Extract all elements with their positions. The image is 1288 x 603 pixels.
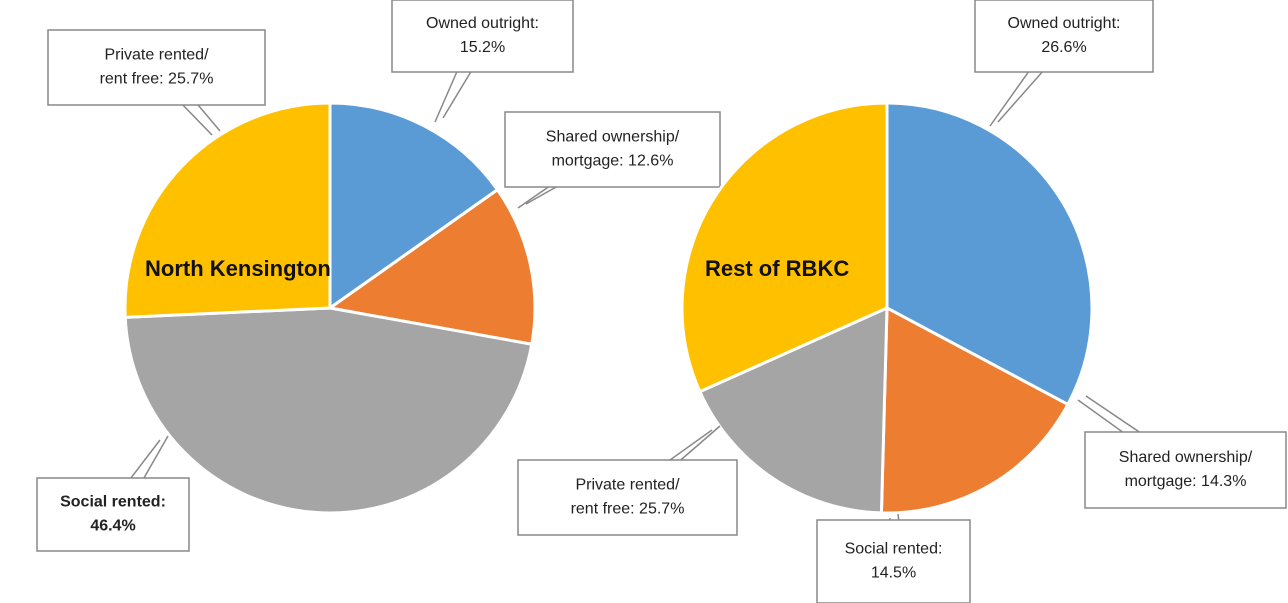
- label-box: [36, 477, 190, 552]
- data-label: 15.2%: [460, 39, 505, 56]
- data-label: Social rented:: [845, 541, 943, 558]
- data-label: Social rented:: [60, 494, 166, 511]
- data-label: 14.5%: [871, 565, 916, 582]
- data-label: Private rented/: [575, 477, 680, 494]
- data-label: 46.4%: [90, 518, 135, 535]
- chart-title: North Kensington: [145, 256, 331, 281]
- data-label: Private rented/: [104, 47, 209, 64]
- label-box: [517, 459, 738, 536]
- pie-slice: [680, 101, 889, 394]
- data-label: Shared ownership/: [546, 129, 680, 146]
- label-box: [816, 519, 971, 603]
- data-label: 26.6%: [1041, 39, 1086, 56]
- chart-title: Rest of RBKC: [705, 256, 849, 281]
- data-label: Shared ownership/: [1119, 449, 1253, 466]
- label-box: [504, 111, 721, 188]
- label-box: [974, 0, 1154, 73]
- data-label: rent free: 25.7%: [571, 501, 685, 518]
- pie-slice: [326, 187, 537, 346]
- pie-slice: [123, 101, 332, 319]
- pie-slice: [328, 101, 500, 311]
- data-label: Owned outright:: [426, 15, 539, 32]
- label-box: [1084, 431, 1287, 509]
- data-label: rent free: 25.7%: [100, 71, 214, 88]
- pie-slice: [885, 101, 1094, 407]
- data-label: mortgage: 14.3%: [1125, 473, 1247, 490]
- pie-slice: [697, 305, 889, 515]
- pie-slice: [879, 305, 1070, 515]
- label-box: [47, 29, 266, 106]
- data-label: mortgage: 12.6%: [552, 153, 674, 170]
- pie-slice: [123, 306, 534, 515]
- label-box: [391, 0, 574, 73]
- data-label: Owned outright:: [1008, 15, 1121, 32]
